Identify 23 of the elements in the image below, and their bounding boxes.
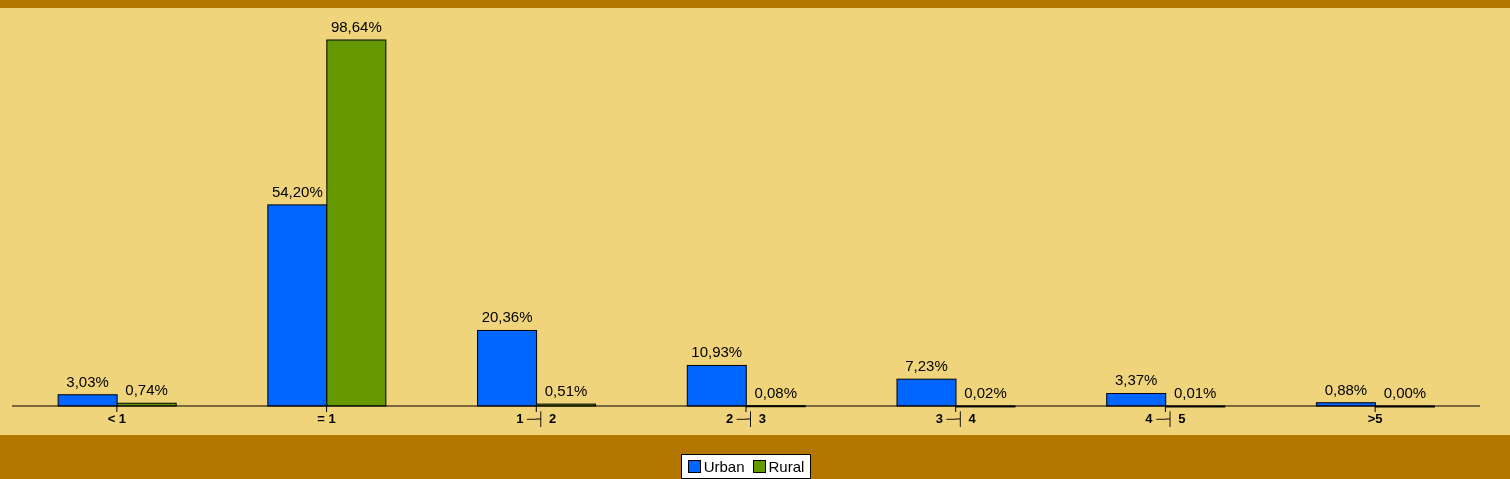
data-label: 0,08% (754, 383, 798, 401)
x-tick-label: < 1 (107, 411, 127, 427)
x-tick-label: 2 ─┤ 3 (725, 411, 767, 428)
legend-label: Rural (767, 458, 805, 475)
x-tick-label: >5 (1367, 411, 1383, 427)
data-label: 0,51% (544, 382, 588, 400)
x-tick-label: 3 ─┤ 4 (935, 411, 977, 428)
data-label: 0,01% (1173, 383, 1217, 401)
data-label: 0,74% (125, 381, 168, 399)
data-label: 98,64% (330, 18, 382, 35)
data-label: 20,36% (481, 308, 533, 326)
data-label: 10,93% (691, 343, 743, 361)
data-label: 7,23% (905, 357, 948, 375)
data-label: 0,88% (1324, 380, 1368, 398)
data-label: 3,03% (66, 372, 109, 390)
data-label: 3,37% (1114, 371, 1158, 389)
data-label: 54,20% (271, 182, 323, 200)
x-tick-label: 1 ─┤ 2 (516, 411, 557, 428)
legend-label: Urban (702, 458, 745, 475)
data-label: 0,00% (1383, 384, 1427, 401)
data-label: 0,02% (964, 383, 1007, 401)
x-tick-label: = 1 (317, 411, 336, 427)
x-tick-label: 4 ─┤ 5 (1145, 411, 1186, 428)
